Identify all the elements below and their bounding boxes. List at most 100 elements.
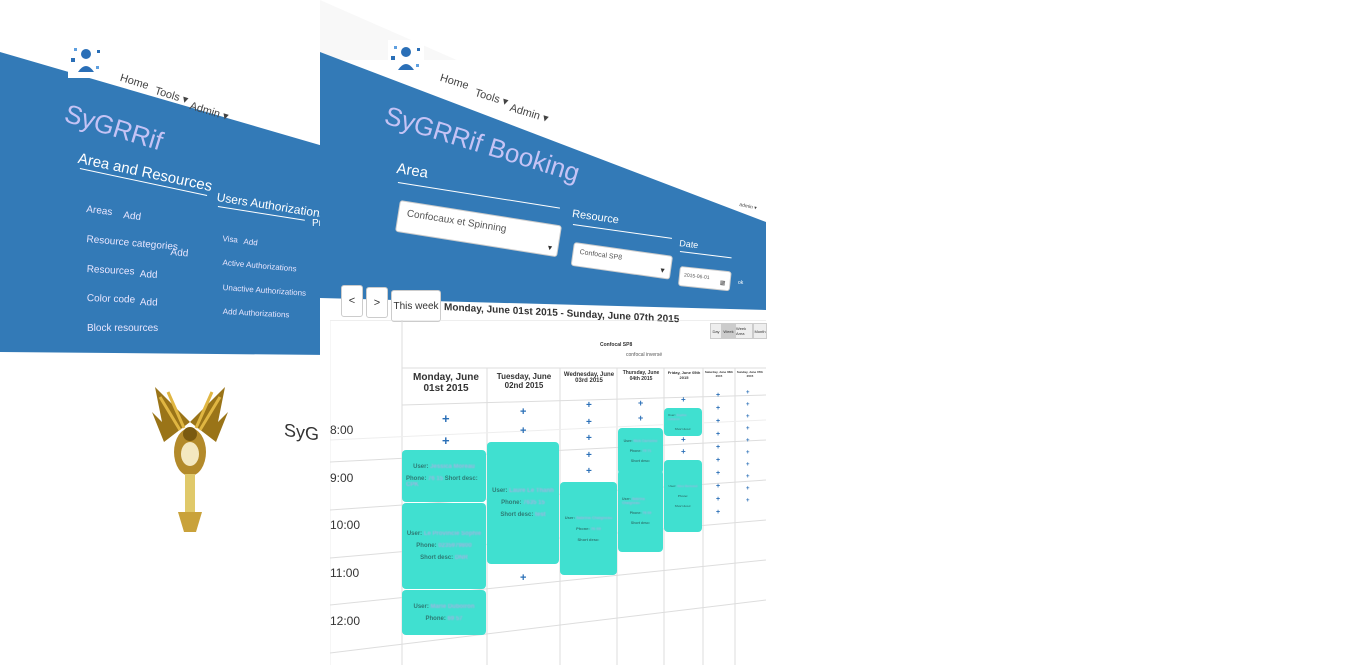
event-desc: Short desc: test (500, 512, 546, 518)
add-slot-button[interactable]: + (638, 413, 644, 423)
date-label: Date (678, 238, 699, 251)
time-label-12: 12:00 (330, 614, 361, 628)
menu-visa-add[interactable]: Add (243, 237, 259, 248)
booking-event[interactable]: User: Le Provincie Sophie Phone: 0235979… (402, 503, 486, 589)
view-week-button[interactable]: Week (722, 323, 735, 339)
add-slot-button[interactable]: + (716, 457, 721, 464)
chevron-down-icon: ▾ (753, 205, 758, 212)
time-label-9: 9:00 (330, 471, 354, 485)
event-phone: Phone: 0235979800 (416, 543, 472, 549)
menu-areas-add[interactable]: Add (122, 210, 142, 224)
add-slot-button[interactable]: + (681, 447, 686, 456)
next-week-button[interactable]: > (366, 287, 388, 318)
add-slot-button[interactable]: + (716, 418, 721, 425)
booking-event[interactable]: User: Sabrina Chaigneau Phone: 76 09 Sho… (560, 482, 617, 575)
event-user: User: Nick Carronne (623, 439, 658, 443)
day-header-mon: Monday, June 01st 2015 (413, 372, 479, 394)
add-slot-button[interactable]: + (746, 390, 750, 396)
event-desc: Short desc: DNR (420, 555, 468, 561)
add-slot-button[interactable]: + (746, 426, 750, 432)
ok-icon[interactable]: ok (738, 280, 744, 286)
add-slot-button[interactable]: + (716, 444, 721, 451)
view-month-button[interactable]: Month (753, 323, 767, 339)
event-desc: Short desc: (577, 537, 600, 542)
booking-event[interactable]: User: Jessica Moreau Phone: 76 15 Short … (402, 450, 486, 502)
add-slot-button[interactable]: + (520, 572, 527, 584)
booking-event[interactable]: User: Sophie Lebaron Short desc: (664, 408, 702, 436)
menu-visa[interactable]: Visa (222, 234, 239, 245)
add-slot-button[interactable]: + (716, 483, 721, 490)
add-slot-button[interactable]: + (681, 395, 686, 404)
event-user: User: Sabrina Chaigneau (622, 497, 645, 505)
event-desc: Short desc: (674, 504, 692, 508)
time-label-10: 10:00 (330, 518, 361, 532)
add-slot-button[interactable]: + (681, 435, 686, 444)
add-slot-button[interactable]: + (442, 433, 450, 448)
booking-event[interactable]: User: Sabrina Chaigneau Phone: 76 09 Sho… (618, 470, 663, 552)
menu-color-code[interactable]: Color code (86, 293, 136, 306)
add-slot-button[interactable]: + (442, 411, 450, 426)
day-header-tue: Tuesday, June 02nd 2015 (496, 372, 552, 390)
event-user: User: Laure Le Thanh (492, 488, 554, 494)
add-slot-button[interactable]: + (520, 425, 527, 437)
view-switcher: Day Week Week Area Month (710, 323, 767, 339)
add-slot-button[interactable]: + (746, 438, 750, 444)
add-slot-button[interactable]: + (586, 417, 592, 428)
time-label-8: 8:00 (330, 423, 354, 437)
booking-event[interactable]: User: Alice Bertrand Phone: Short desc: (664, 460, 702, 532)
date-input-value: 2015-06-01 (683, 272, 710, 282)
event-user: User: Sabrina Chaigneau (564, 515, 613, 520)
add-slot-button[interactable]: + (716, 509, 721, 516)
add-slot-button[interactable]: + (638, 398, 644, 408)
event-desc: Short desc: (674, 427, 692, 431)
view-week-area-button[interactable]: Week Area (735, 323, 753, 339)
event-phone: Phone: 69 57 (425, 615, 463, 622)
resource-title: Confocal SP8 (600, 342, 633, 348)
add-slot-button[interactable]: + (586, 450, 592, 461)
day-header-thu: Thursday, June 04th 2015 (622, 370, 660, 382)
event-user: User: Sophie Lebaron (668, 413, 687, 421)
chevron-down-icon: ▼ (658, 267, 667, 276)
app-logo-icon[interactable] (66, 40, 106, 80)
add-slot-button[interactable]: + (746, 486, 750, 492)
add-slot-button[interactable]: + (716, 496, 721, 503)
event-user: User: Marie Duboiron (413, 603, 475, 610)
add-slot-button[interactable]: + (746, 474, 750, 480)
menu-block-resources[interactable]: Block resources (87, 323, 159, 334)
this-week-button[interactable]: This week (391, 290, 441, 322)
add-slot-button[interactable]: + (586, 466, 592, 477)
event-phone: Phone: 75 71 (629, 449, 652, 453)
add-slot-button[interactable]: + (746, 462, 750, 468)
admin-screenshot-panel: Home Tools ▾ Admin ▾ SyGRRif Area and Re… (0, 0, 330, 360)
add-slot-button[interactable]: + (520, 406, 527, 418)
prev-week-button[interactable]: < (341, 285, 363, 317)
add-slot-button[interactable]: + (716, 470, 721, 477)
event-user: User: Alice Bertrand (668, 484, 698, 488)
event-user: User: Le Provincie Sophie (406, 531, 482, 537)
view-day-button[interactable]: Day (710, 323, 722, 339)
booking-event[interactable]: User: Nick Carronne Phone: 75 71 Short d… (618, 428, 663, 474)
resource-subtitle: confocal inversé (626, 352, 663, 358)
add-slot-button[interactable]: + (586, 433, 592, 444)
add-slot-button[interactable]: + (746, 498, 750, 504)
event-phone: Phone: 76 09 (576, 526, 601, 531)
add-slot-button[interactable]: + (716, 405, 721, 412)
day-header-sun: Sunday, June 07th 2015 (736, 370, 764, 378)
add-slot-button[interactable]: + (716, 392, 721, 399)
app-logo-icon[interactable] (386, 38, 426, 78)
add-slot-button[interactable]: + (716, 431, 721, 438)
add-slot-button[interactable]: + (586, 400, 592, 411)
booking-event[interactable]: User: Marie Duboiron Phone: 69 57 (402, 590, 486, 635)
day-header-sat: Saturday, June 06th 2015 (704, 370, 734, 378)
event-phone: Phone: 76 15 Short desc: CPK (406, 476, 478, 488)
menu-resources-add[interactable]: Add (139, 269, 158, 281)
add-slot-button[interactable]: + (746, 450, 750, 456)
add-slot-button[interactable]: + (746, 414, 750, 420)
menu-color-code-add[interactable]: Add (139, 297, 158, 309)
booking-event[interactable]: User: Laure Le Thanh Phone: 7635 15 Shor… (487, 442, 559, 564)
add-slot-button[interactable]: + (746, 402, 750, 408)
event-user: User: Jessica Moreau (413, 464, 475, 470)
booking-calendar: Confocal SP8 confocal inversé Monday, Ju… (330, 320, 766, 665)
event-phone: Phone: (677, 494, 689, 498)
menu-resource-categories-add[interactable]: Add (170, 247, 189, 260)
